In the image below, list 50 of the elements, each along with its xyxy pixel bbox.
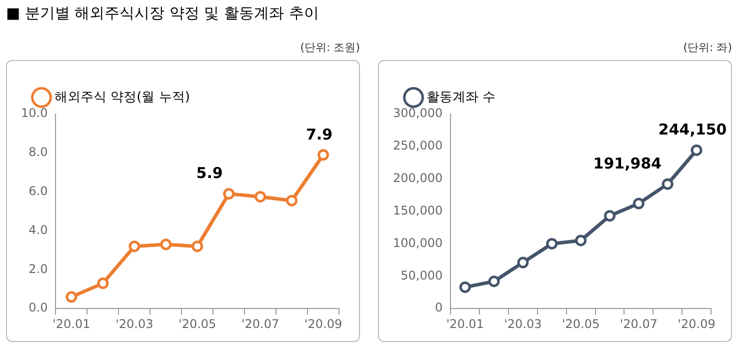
point: [604, 210, 616, 222]
y-tick-label: 150,000: [393, 203, 443, 218]
y-axis-title: (단위: 조원): [300, 40, 360, 55]
x-tick-label: '20.01: [446, 316, 484, 331]
y-tick-label: 250,000: [393, 138, 443, 153]
data-label: 244,150: [658, 120, 727, 139]
point: [662, 178, 674, 190]
point: [192, 240, 204, 252]
x-tick-label: '20.03: [504, 316, 542, 331]
data-label: 191,984: [593, 154, 662, 172]
x-tick-label: '20.05: [562, 316, 600, 331]
point: [632, 198, 644, 210]
y-tick-label: 8.0: [28, 145, 48, 160]
y-tick-label: 6.0: [28, 184, 48, 198]
point: [66, 291, 78, 303]
y-tick-label: 0.0: [28, 300, 48, 315]
legend-label: 해외주식 약정(월 누적): [54, 90, 190, 105]
data-label: 7.9: [306, 125, 333, 144]
point: [575, 234, 587, 246]
point: [128, 240, 140, 252]
x-tick-label: '20.03: [116, 316, 154, 331]
x-tick-label: '20.07: [241, 316, 280, 331]
y-tick-label: 100,000: [393, 236, 443, 250]
x-tick-label: '20.09: [678, 316, 716, 331]
point: [690, 144, 702, 156]
x-tick-label: '20.09: [304, 316, 342, 331]
x-tick-label: '20.07: [620, 316, 658, 331]
point: [286, 194, 298, 206]
point: [160, 238, 172, 250]
y-tick-label: 2.0: [28, 262, 48, 276]
point: [488, 276, 500, 288]
point: [254, 190, 266, 202]
x-tick-label: '20.05: [178, 316, 216, 331]
y-axis-title: (단위: 좌): [683, 40, 732, 55]
point: [97, 278, 109, 290]
y-tick-label: 0: [434, 300, 443, 315]
y-tick-label: 50,000: [400, 268, 443, 282]
x-tick-label: '20.01: [52, 316, 90, 331]
y-tick-label: 300,000: [393, 106, 443, 120]
data-label: 5.9: [196, 164, 223, 182]
point: [318, 149, 330, 161]
y-tick-label: 4.0: [28, 222, 48, 237]
point: [517, 256, 529, 268]
point: [459, 281, 471, 293]
point: [223, 188, 235, 200]
legend-label: 활동계좌 수: [426, 90, 496, 105]
y-tick-label: 200,000: [393, 170, 443, 185]
y-tick-label: 10.0: [21, 106, 48, 120]
point: [546, 238, 558, 250]
chart-title: ■ 분기별 해외주식시장 약정 및 활동계좌 추이: [6, 4, 319, 23]
